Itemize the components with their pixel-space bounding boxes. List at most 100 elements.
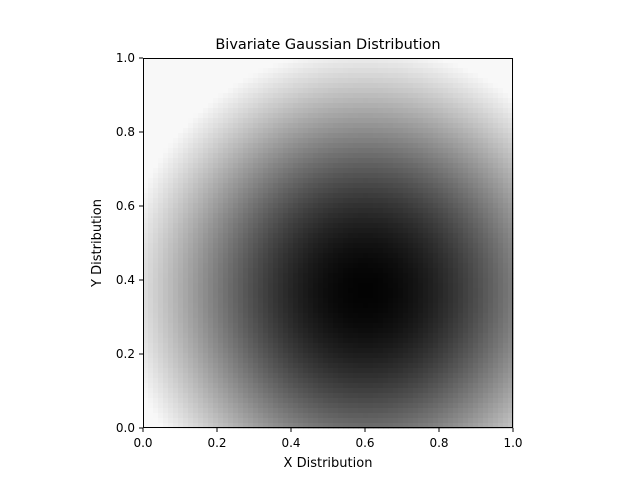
heatmap-cell [303, 308, 309, 314]
heatmap-cell [153, 143, 159, 149]
heatmap-cell [373, 238, 379, 244]
heatmap-cell [493, 203, 499, 209]
heatmap-cell [418, 113, 424, 119]
heatmap-cell [463, 233, 469, 239]
heatmap-cell [163, 378, 169, 384]
heatmap-cell [173, 323, 179, 329]
heatmap-cell [378, 178, 384, 184]
heatmap-cell [253, 278, 259, 284]
heatmap-cell [398, 68, 404, 74]
heatmap-cell [263, 203, 269, 209]
heatmap-cell [338, 213, 344, 219]
heatmap-cell [203, 103, 209, 109]
heatmap-cell [208, 73, 214, 79]
heatmap-cell [143, 153, 149, 159]
heatmap-cell [483, 208, 489, 214]
heatmap-cell [353, 228, 359, 234]
heatmap-cell [278, 283, 284, 289]
heatmap-cell [228, 193, 234, 199]
heatmap-cell [358, 318, 364, 324]
heatmap-cell [498, 178, 504, 184]
heatmap-cell [268, 393, 274, 399]
heatmap-cell [368, 348, 374, 354]
heatmap-cell [508, 363, 514, 369]
heatmap-cell [488, 238, 494, 244]
heatmap-cell [358, 338, 364, 344]
heatmap-cell [248, 353, 254, 359]
heatmap-cell [448, 238, 454, 244]
heatmap-cell [383, 93, 389, 99]
heatmap-cell [158, 243, 164, 249]
heatmap-cell [478, 313, 484, 319]
heatmap-cell [258, 198, 264, 204]
heatmap-cell [178, 58, 184, 64]
heatmap-cell [463, 168, 469, 174]
heatmap-cell [468, 273, 474, 279]
heatmap-cell [253, 223, 259, 229]
heatmap-cell [313, 248, 319, 254]
heatmap-cell [398, 93, 404, 99]
heatmap-cell [268, 168, 274, 174]
heatmap-cell [498, 93, 504, 99]
heatmap-cell [423, 78, 429, 84]
heatmap-cell [153, 223, 159, 229]
heatmap-cell [263, 313, 269, 319]
heatmap-cell [258, 118, 264, 124]
heatmap-cell [453, 318, 459, 324]
heatmap-cell [273, 98, 279, 104]
heatmap-cell [313, 143, 319, 149]
heatmap-cell [148, 328, 154, 334]
heatmap-cell [373, 163, 379, 169]
heatmap-cell [433, 243, 439, 249]
heatmap-cell [263, 223, 269, 229]
heatmap-cell [393, 113, 399, 119]
heatmap-cell [398, 163, 404, 169]
heatmap-cell [358, 218, 364, 224]
heatmap-cell [508, 388, 514, 394]
heatmap-cell [488, 248, 494, 254]
heatmap-cell [313, 218, 319, 224]
heatmap-cell [353, 378, 359, 384]
heatmap-cell [348, 283, 354, 289]
heatmap-cell [233, 248, 239, 254]
heatmap-cell [223, 313, 229, 319]
heatmap-cell [508, 218, 514, 224]
heatmap-cell [248, 308, 254, 314]
heatmap-cell [323, 163, 329, 169]
heatmap-cell [203, 328, 209, 334]
heatmap-cell [143, 193, 149, 199]
heatmap-cell [448, 328, 454, 334]
heatmap-cell [488, 133, 494, 139]
heatmap-cell [393, 173, 399, 179]
heatmap-cell [173, 138, 179, 144]
heatmap-cell [443, 333, 449, 339]
heatmap-cell [148, 268, 154, 274]
heatmap-cell [218, 383, 224, 389]
heatmap-cell [203, 198, 209, 204]
heatmap-cell [363, 168, 369, 174]
heatmap-cell [318, 393, 324, 399]
heatmap-cell [453, 343, 459, 349]
heatmap-cell [308, 288, 314, 294]
heatmap-cell [238, 123, 244, 129]
heatmap-cell [188, 98, 194, 104]
heatmap-cell [378, 188, 384, 194]
heatmap-cell [408, 293, 414, 299]
heatmap-cell [198, 188, 204, 194]
heatmap-cell [363, 143, 369, 149]
heatmap-cell [423, 363, 429, 369]
heatmap-cell [433, 193, 439, 199]
heatmap-cell [468, 248, 474, 254]
heatmap-cell [213, 208, 219, 214]
heatmap-cell [353, 108, 359, 114]
heatmap-cell [238, 88, 244, 94]
heatmap-cell [268, 348, 274, 354]
heatmap-cell [393, 233, 399, 239]
heatmap-cell [453, 348, 459, 354]
heatmap-cell [143, 283, 149, 289]
heatmap-cell [378, 128, 384, 134]
heatmap-cell [233, 63, 239, 69]
heatmap-cell [233, 233, 239, 239]
heatmap-cell [418, 293, 424, 299]
heatmap-cell [203, 308, 209, 314]
